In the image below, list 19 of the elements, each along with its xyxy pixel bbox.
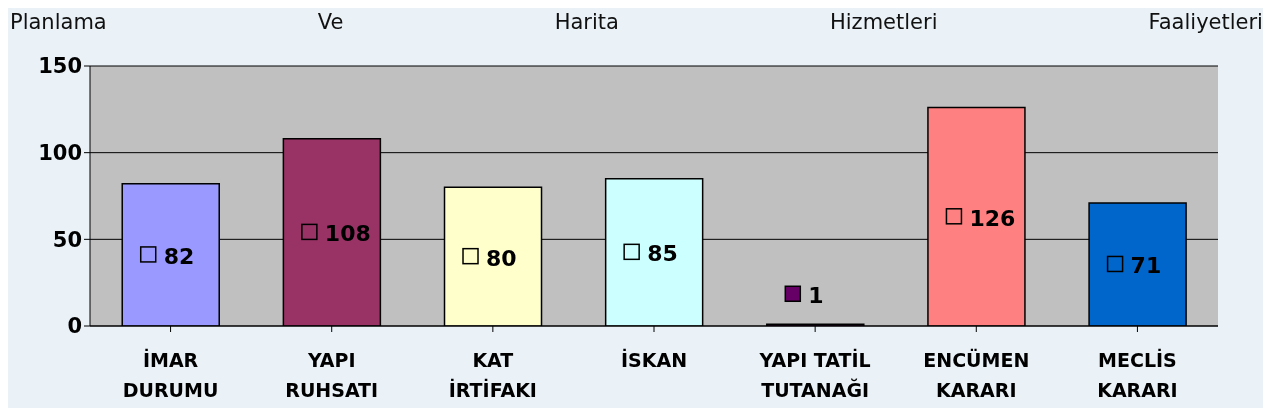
x-tick-label: MECLİS KARARI [1097,348,1178,402]
x-tick-label: KAT İRTİFAKI [448,349,537,402]
data-label: 108 [324,221,371,247]
x-tick-label: ENCÜMEN KARARI [923,348,1030,402]
y-tick-label: 50 [52,227,82,252]
data-label: 126 [969,205,1016,231]
data-label: 82 [163,243,195,269]
y-tick-label: 150 [38,54,82,79]
x-tick-label: İSKAN [620,348,688,372]
data-label: 85 [647,241,678,267]
data-label: 80 [486,245,517,271]
x-tick-label: YAPI RUHSATI [285,349,379,402]
y-tick-label: 0 [67,314,82,339]
y-tick-label: 100 [38,141,82,166]
data-label: 1 [808,283,824,309]
x-tick-label: İMAR DURUMU [122,348,219,402]
data-label: 71 [1130,253,1162,279]
chart-title: Planlama Ve Harita Hizmetleri Faaliyetleri [10,10,1263,34]
x-tick-label: YAPI TATİL TUTANAĞI [758,348,871,402]
